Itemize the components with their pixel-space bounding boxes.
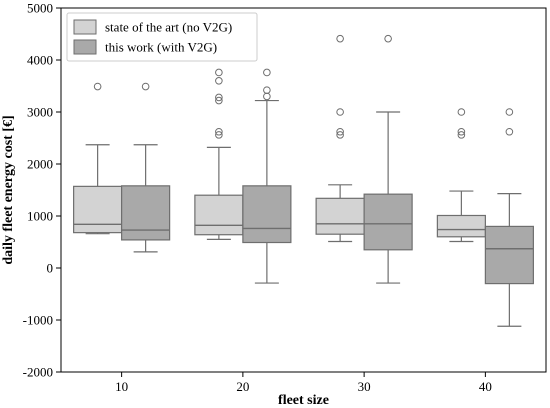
outlier-point <box>215 131 223 139</box>
y-tick-label: 1000 <box>27 209 53 224</box>
outlier-point <box>336 127 344 136</box>
legend: state of the art (no V2G) this work (with… <box>66 12 258 62</box>
legend-frame <box>66 12 258 62</box>
outlier-point <box>215 77 223 85</box>
y-tick-label: 3000 <box>27 105 53 120</box>
box-iqr <box>484 225 534 285</box>
box-group <box>363 34 413 284</box>
outlier-point <box>215 68 223 77</box>
box-group <box>484 108 534 327</box>
box-group <box>315 34 365 243</box>
outlier-point <box>215 96 223 105</box>
legend-label: this work (with V2G) <box>105 40 217 55</box>
legend-swatch <box>73 39 97 55</box>
outlier-point <box>93 82 102 91</box>
outlier-point <box>336 34 344 43</box>
x-tick-label: 40 <box>479 379 492 394</box>
outlier-point <box>505 108 514 116</box>
box-iqr <box>436 214 486 238</box>
outlier-point <box>336 108 344 116</box>
outlier-point <box>336 131 344 139</box>
y-tick-label: -2000 <box>23 365 53 380</box>
outlier-point <box>215 127 223 136</box>
box-group <box>242 68 292 284</box>
y-tick-label: -1000 <box>23 313 53 328</box>
outlier-point <box>141 82 150 91</box>
box-iqr <box>242 185 292 244</box>
box-iqr <box>121 185 171 241</box>
box-group <box>73 82 123 235</box>
outlier-point <box>263 86 271 94</box>
box-iqr <box>315 197 365 235</box>
y-tick-label: 2000 <box>27 157 53 172</box>
x-tick-label: 10 <box>115 379 128 394</box>
x-axis-label: fleet size <box>278 393 329 408</box>
y-tick-label: 4000 <box>27 53 53 68</box>
box-group <box>194 68 244 240</box>
outlier-point <box>457 131 466 139</box>
x-tick-label: 30 <box>358 379 371 394</box>
outlier-point <box>215 93 223 102</box>
box-iqr <box>73 185 123 234</box>
outlier-point <box>457 127 466 136</box>
outlier-point <box>263 68 271 77</box>
y-axis-label: daily fleet energy cost [€] <box>1 115 16 264</box>
legend-swatch <box>73 19 97 35</box>
box-group <box>121 82 171 253</box>
plot-layer: -2000 -1000 0 1000 2000 3000 4000 5000 10 20 30 40 <box>23 1 534 394</box>
outlier-point <box>505 127 514 136</box>
y-tick-label: 0 <box>47 261 54 276</box>
box-iqr <box>194 194 244 236</box>
box-iqr <box>363 193 413 251</box>
outlier-point <box>384 34 392 43</box>
outlier-point <box>457 108 466 116</box>
plot-frame <box>60 7 547 373</box>
x-tick-label: 20 <box>236 379 249 394</box>
y-tick-label: 5000 <box>27 1 53 16</box>
legend-label: state of the art (no V2G) <box>105 20 232 35</box>
